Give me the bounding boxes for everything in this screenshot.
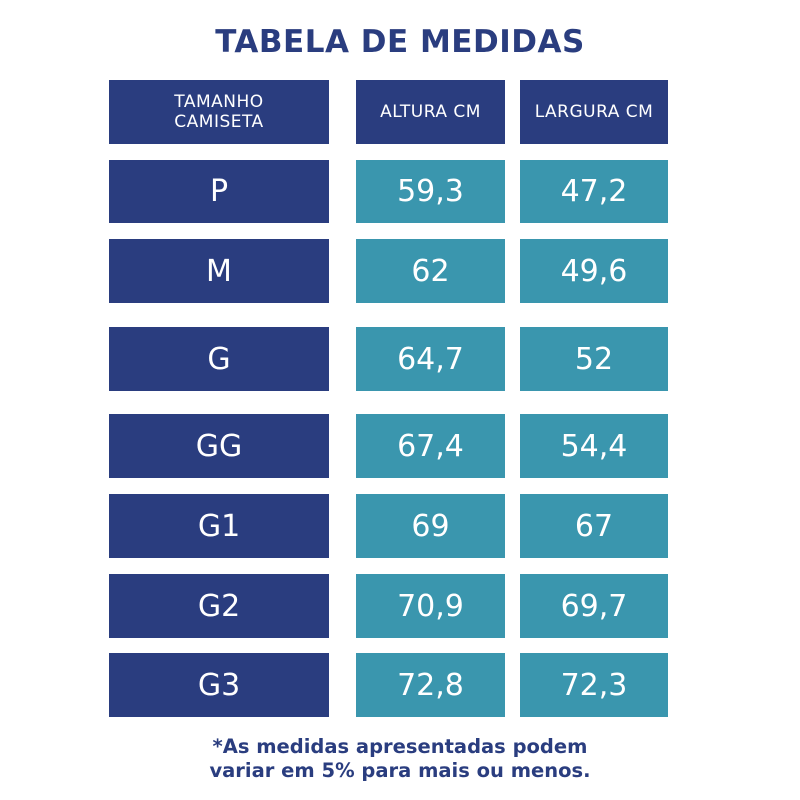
width-cell: 47,2: [520, 160, 668, 223]
size-cell: P: [109, 160, 329, 223]
height-cell: 64,7: [356, 327, 505, 391]
size-cell: G1: [109, 494, 329, 558]
width-cell: 49,6: [520, 239, 668, 303]
size-cell: G3: [109, 653, 329, 717]
height-cell: 59,3: [356, 160, 505, 223]
measurement-note: *As medidas apresentadas podem variar em…: [209, 735, 591, 782]
height-cell: 62: [356, 239, 505, 303]
width-cell: 52: [520, 327, 668, 391]
size-cell: G2: [109, 574, 329, 638]
page-title: TABELA DE MEDIDAS: [215, 24, 585, 60]
size-cell: M: [109, 239, 329, 303]
header-size: TAMANHO CAMISETA: [109, 80, 329, 144]
width-cell: 67: [520, 494, 668, 558]
width-cell: 72,3: [520, 653, 668, 717]
height-cell: 70,9: [356, 574, 505, 638]
header-width: LARGURA CM: [520, 80, 668, 144]
height-cell: 72,8: [356, 653, 505, 717]
height-cell: 69: [356, 494, 505, 558]
width-cell: 54,4: [520, 414, 668, 478]
header-height: ALTURA CM: [356, 80, 505, 144]
height-cell: 67,4: [356, 414, 505, 478]
width-cell: 69,7: [520, 574, 668, 638]
size-cell: GG: [109, 414, 329, 478]
size-cell: G: [109, 327, 329, 391]
